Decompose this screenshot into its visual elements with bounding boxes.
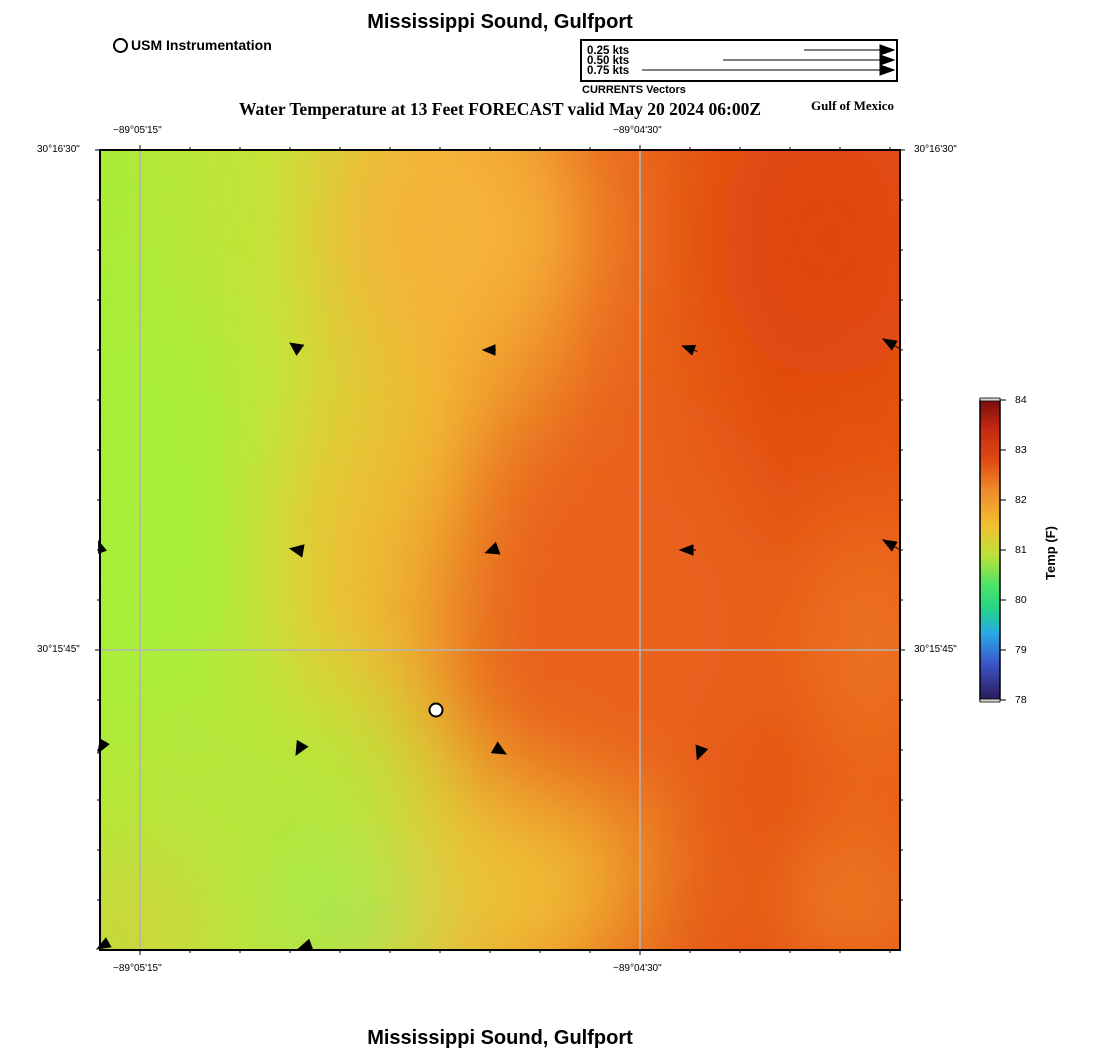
lat-tick-right-1: 30°16'30" <box>914 144 957 155</box>
lat-tick-left-1: 30°16'30" <box>37 144 80 155</box>
colorbar-tick-83: 83 <box>1015 444 1027 456</box>
colorbar-tick-84: 84 <box>1015 394 1027 406</box>
current-vectors <box>95 338 901 950</box>
current-vector <box>678 544 696 556</box>
current-vector <box>881 539 901 552</box>
vector-legend-label-2: 0.50 kts <box>587 55 630 67</box>
open-circle-icon <box>113 37 128 53</box>
vector-legend-arrowhead-2 <box>879 54 896 66</box>
colorbar <box>979 397 1006 703</box>
lat-tick-left-2: 30°15'45" <box>37 644 80 655</box>
current-vector <box>681 344 698 356</box>
current-vector <box>695 744 709 761</box>
vector-legend-caption: CURRENTS Vectors <box>582 84 686 96</box>
map-grid <box>100 150 900 950</box>
map-title: Mississippi Sound, Gulfport <box>367 11 633 33</box>
colorbar-title: Temp (F) <box>1043 526 1058 580</box>
vector-legend-arrows <box>642 44 896 76</box>
lon-tick-top-2: −89°04'30" <box>613 125 662 136</box>
lon-tick-bottom-1: −89°05'15" <box>113 963 162 974</box>
colorbar-tick-78: 78 <box>1015 694 1027 706</box>
temperature-field <box>100 150 900 950</box>
lon-tick-top-1: −89°05'15" <box>113 125 162 136</box>
vector-legend-arrowhead-1 <box>879 44 896 56</box>
region-label: Gulf of Mexico <box>811 98 895 113</box>
map-footer-title: Mississippi Sound, Gulfport <box>367 1027 633 1049</box>
vector-legend-arrowhead-3 <box>879 64 896 76</box>
current-vector <box>481 344 496 356</box>
current-vector <box>297 938 314 950</box>
vector-legend: 0.25 kts 0.50 kts 0.75 kts <box>580 39 898 82</box>
map-subtitle: Water Temperature at 13 Feet FORECAST va… <box>238 99 762 119</box>
station-legend-label: USM Instrumentation <box>131 37 272 53</box>
current-vector <box>288 544 305 558</box>
vector-legend-label-1: 0.25 kts <box>587 45 630 57</box>
current-vector <box>881 338 901 351</box>
current-vector <box>289 342 305 356</box>
vector-legend-label-3: 0.75 kts <box>587 65 630 77</box>
colorbar-tick-79: 79 <box>1015 644 1027 656</box>
current-vector <box>490 741 507 755</box>
colorbar-tick-82: 82 <box>1015 494 1027 506</box>
current-vector <box>295 739 309 756</box>
current-vector <box>97 738 110 755</box>
colorbar-tick-81: 81 <box>1015 544 1027 556</box>
station-legend: USM Instrumentation <box>113 37 272 53</box>
usm-instrument-marker[interactable] <box>428 702 444 718</box>
current-vector <box>484 541 501 555</box>
current-vector <box>95 937 112 950</box>
lat-tick-right-2: 30°15'45" <box>914 644 957 655</box>
lon-tick-bottom-2: −89°04'30" <box>613 963 662 974</box>
colorbar-tick-80: 80 <box>1015 594 1027 606</box>
map-tick-marks <box>95 145 905 955</box>
current-vector <box>98 540 107 554</box>
